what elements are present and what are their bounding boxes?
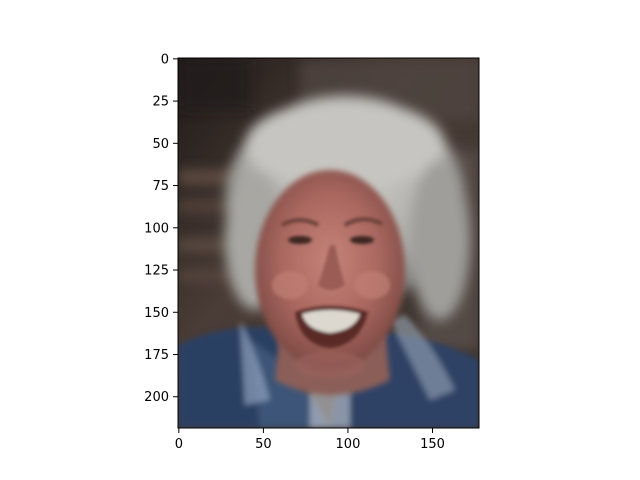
y-tick-label: 150 [144, 306, 169, 321]
y-axis: 0 25 50 75 100 125 150 175 200 [144, 52, 178, 405]
y-tick-label: 125 [144, 264, 169, 279]
y-tick-label: 25 [152, 95, 169, 110]
x-tick-label: 100 [336, 437, 361, 452]
x-axis: 0 50 100 150 [175, 428, 445, 452]
y-tick-label: 75 [152, 179, 169, 194]
axes-frame [177, 57, 480, 429]
y-tick-label: 100 [144, 221, 169, 236]
x-tick-label: 150 [420, 437, 445, 452]
y-tick-label: 200 [144, 390, 169, 405]
x-tick-label: 50 [255, 437, 272, 452]
y-tick-label: 50 [152, 137, 169, 152]
x-tick-label: 0 [175, 437, 183, 452]
face-portrait-image [178, 58, 479, 428]
y-tick-label: 175 [144, 348, 169, 363]
y-tick-label: 0 [161, 52, 169, 67]
